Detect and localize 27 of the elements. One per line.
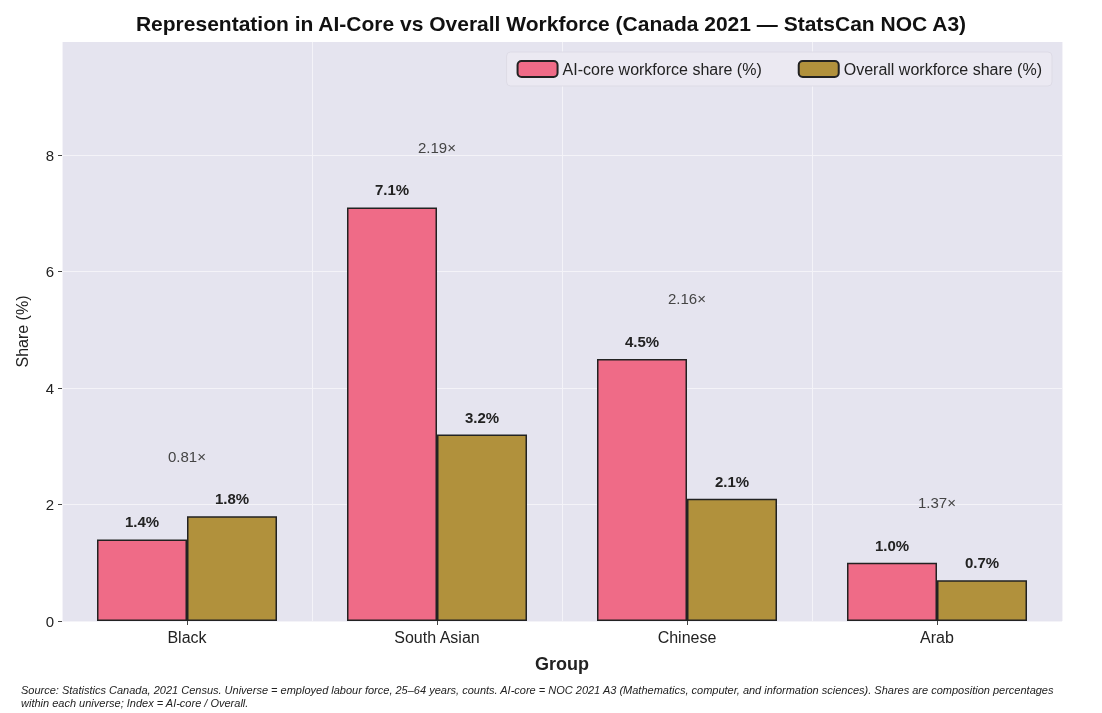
data-label: 1.0% bbox=[874, 536, 910, 554]
data-label: 3.2% bbox=[464, 408, 500, 426]
legend-label: Overall workforce share (%) bbox=[843, 60, 1043, 78]
x-tick-label: Chinese bbox=[657, 628, 717, 646]
data-label: 2.1% bbox=[714, 472, 750, 490]
annotation: 2.16× bbox=[668, 290, 706, 308]
data-label: 7.1% bbox=[374, 181, 410, 199]
x-tick-label: Arab bbox=[920, 628, 954, 646]
y-tick-label: 6 bbox=[45, 263, 54, 280]
data-label: 1.4% bbox=[124, 513, 160, 531]
x-tick-label: Black bbox=[167, 628, 208, 646]
data-label: 1.8% bbox=[214, 490, 250, 508]
data-label: 0.7% bbox=[964, 554, 1000, 572]
chart-title: Representation in AI-Core vs Overall Workforce (Canada 2021 — StatsCan NOC A3) bbox=[135, 12, 967, 35]
y-tick-label: 0 bbox=[45, 612, 54, 630]
x-axis-title: Group bbox=[535, 654, 589, 674]
legend-label: AI-core workforce share (%) bbox=[562, 60, 762, 78]
y-tick-label: 4 bbox=[45, 379, 54, 397]
x-tick-label: South Asian bbox=[394, 628, 480, 646]
source-note: Source: Statistics Canada, 2021 Census. Universe = employed labour force, 25–64 years, counts. AI-core = NOC 2021 A3 (Mathematics, computer, and information sciences). Shares are composition percentages within each universe; Index = AI-core / Overall. bbox=[21, 683, 1057, 709]
y-tick-label: 8 bbox=[45, 146, 54, 164]
y-tick-label: 2 bbox=[45, 496, 54, 513]
y-axis-title: Share (%) bbox=[13, 295, 31, 368]
annotation: 0.81× bbox=[168, 447, 206, 465]
data-label: 4.5% bbox=[624, 332, 660, 350]
annotation: 2.19× bbox=[418, 138, 456, 156]
annotation: 1.37× bbox=[918, 494, 956, 512]
